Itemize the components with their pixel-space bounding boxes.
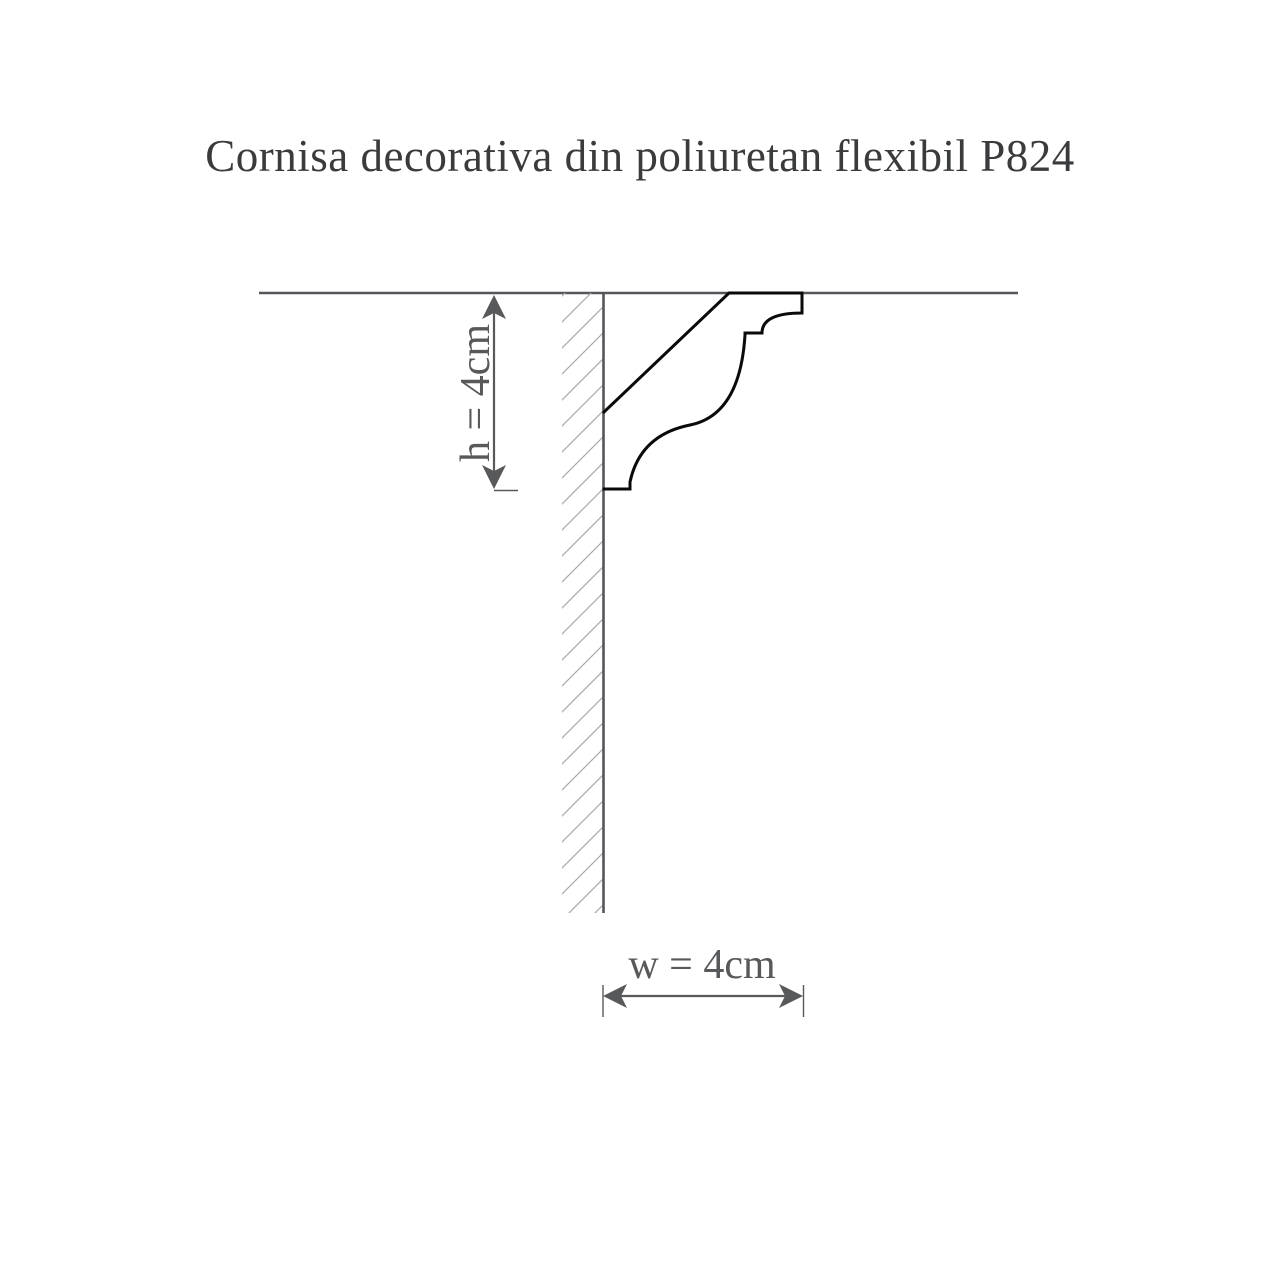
arrow-right-icon [779,984,803,1008]
arrow-up-icon [482,295,506,319]
height-dimension-label: h = 4cm [453,324,499,462]
wall-hatch [562,293,604,913]
width-dimension: w = 4cm [602,942,805,1017]
height-dimension: h = 4cm [453,295,518,492]
cornice-profile [601,291,804,491]
arrow-down-icon [482,465,506,489]
width-dimension-label: w = 4cm [628,942,776,988]
arrow-left-icon [603,984,627,1008]
page-title: Cornisa decorativa din poliuretan flexib… [205,131,1075,181]
